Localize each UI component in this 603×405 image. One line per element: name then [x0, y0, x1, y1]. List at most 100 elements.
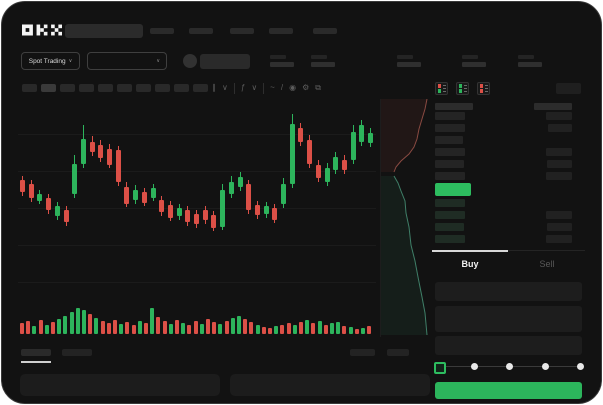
tab-buy[interactable]: Buy	[461, 259, 479, 269]
timeframe-button[interactable]	[155, 84, 170, 92]
chart-style-icon[interactable]: ∥	[212, 83, 216, 92]
timeframe-button[interactable]	[174, 84, 189, 92]
amount-bar	[546, 211, 572, 219]
nav-item[interactable]	[313, 28, 337, 34]
ticker-stat	[397, 55, 421, 67]
candle	[202, 210, 208, 220]
nav-item[interactable]	[189, 28, 213, 34]
line	[443, 91, 446, 92]
amount-bar	[548, 124, 572, 132]
nav-item[interactable]	[230, 28, 254, 34]
slider-stop-dot[interactable]	[506, 363, 513, 370]
candle	[124, 187, 130, 204]
line	[485, 85, 488, 86]
market-type-selector[interactable]: Spot Trading ∨	[21, 52, 80, 70]
color-column	[480, 84, 483, 88]
avatar[interactable]	[183, 54, 197, 68]
buy-submit-button[interactable]	[435, 382, 582, 399]
pair-selector[interactable]: ∨	[87, 52, 167, 70]
color-column	[459, 89, 462, 93]
volume-bar	[26, 321, 31, 334]
order-price-field[interactable]	[435, 282, 582, 301]
volume-bar	[137, 321, 142, 334]
market-type-label: Spot Trading	[28, 57, 66, 65]
bottom-toolbar-item[interactable]	[387, 349, 409, 356]
timeframe-button[interactable]	[79, 84, 94, 92]
candlestick-chart[interactable]	[18, 110, 376, 310]
slider-stop-dot[interactable]	[577, 363, 584, 370]
candle	[54, 206, 60, 216]
volume-bar	[212, 322, 217, 334]
timeframe-button[interactable]	[136, 84, 151, 92]
candle	[272, 208, 278, 220]
orders-table-placeholder	[230, 374, 430, 396]
bottom-tab[interactable]	[62, 349, 92, 356]
orders-table-placeholder	[20, 374, 220, 396]
color-column	[480, 89, 483, 93]
bottom-tab-active[interactable]	[21, 349, 51, 356]
bottom-toolbar-item[interactable]	[350, 349, 375, 356]
candle	[176, 208, 182, 216]
price-bar	[435, 211, 465, 219]
timeframe-button[interactable]	[117, 84, 132, 92]
settings-icon[interactable]: ⚙	[302, 83, 310, 92]
candle	[98, 145, 104, 158]
order-book-asks-icon[interactable]	[477, 82, 490, 95]
indicators-icon[interactable]: ƒ	[240, 83, 246, 92]
price-bar	[435, 136, 463, 144]
chevron-down-icon[interactable]: ∨	[251, 83, 258, 92]
timeframe-button[interactable]	[60, 84, 75, 92]
line-tool-icon[interactable]: ~	[270, 83, 275, 92]
candle	[263, 206, 269, 214]
nav-item[interactable]	[150, 28, 174, 34]
order-total-field[interactable]	[435, 336, 582, 355]
lines	[443, 85, 446, 94]
candle	[350, 132, 356, 160]
candle	[315, 165, 321, 178]
last-price-badge[interactable]	[435, 183, 471, 196]
timeframe-button[interactable]	[193, 84, 208, 92]
drawing-tool-icon[interactable]: /	[280, 83, 284, 92]
candle	[281, 184, 286, 204]
slider-stop-dot[interactable]	[541, 363, 549, 370]
timeframe-button[interactable]	[41, 84, 56, 92]
toolbar-divider	[263, 82, 265, 94]
color-column	[438, 84, 441, 88]
tab-sell[interactable]: Sell	[539, 259, 555, 269]
volume-bar	[348, 327, 353, 334]
timeframe-button[interactable]	[22, 84, 37, 92]
orderbook-precision-dropdown[interactable]	[556, 83, 581, 94]
chevron-down-icon[interactable]: ∨	[222, 83, 228, 92]
volume-bar	[119, 324, 124, 334]
volume-bar	[336, 322, 341, 334]
fullscreen-icon[interactable]: ⧉	[315, 83, 321, 92]
nav-item[interactable]	[269, 28, 293, 34]
candle	[80, 139, 86, 164]
volume-bar	[193, 321, 198, 334]
amount-slider-handle[interactable]	[434, 362, 446, 374]
order-amount-field[interactable]	[435, 306, 582, 332]
amount-bar	[546, 172, 572, 180]
order-book-bids-icon[interactable]	[456, 82, 469, 95]
volume-bar	[82, 310, 86, 334]
candle	[254, 205, 260, 215]
volume-bar	[51, 322, 55, 334]
volume-bar	[168, 324, 173, 334]
gridline	[18, 245, 376, 246]
slider-stop-dot[interactable]	[470, 363, 478, 370]
volume-bar	[199, 324, 204, 334]
order-book-combined-icon[interactable]	[435, 82, 448, 95]
search-input[interactable]	[65, 24, 143, 38]
candle	[115, 150, 121, 182]
screenshot-icon[interactable]: ◉	[289, 83, 297, 92]
candle	[37, 194, 43, 201]
amount-bar	[546, 235, 572, 243]
volume-bar	[317, 321, 322, 334]
volume-bar	[255, 325, 260, 334]
toolbar-divider	[233, 82, 235, 94]
volume-bar	[237, 316, 241, 334]
timeframe-button[interactable]	[98, 84, 113, 92]
volume-bar	[100, 321, 105, 334]
header-action-button[interactable]	[200, 54, 250, 69]
volume-bar	[57, 319, 62, 334]
